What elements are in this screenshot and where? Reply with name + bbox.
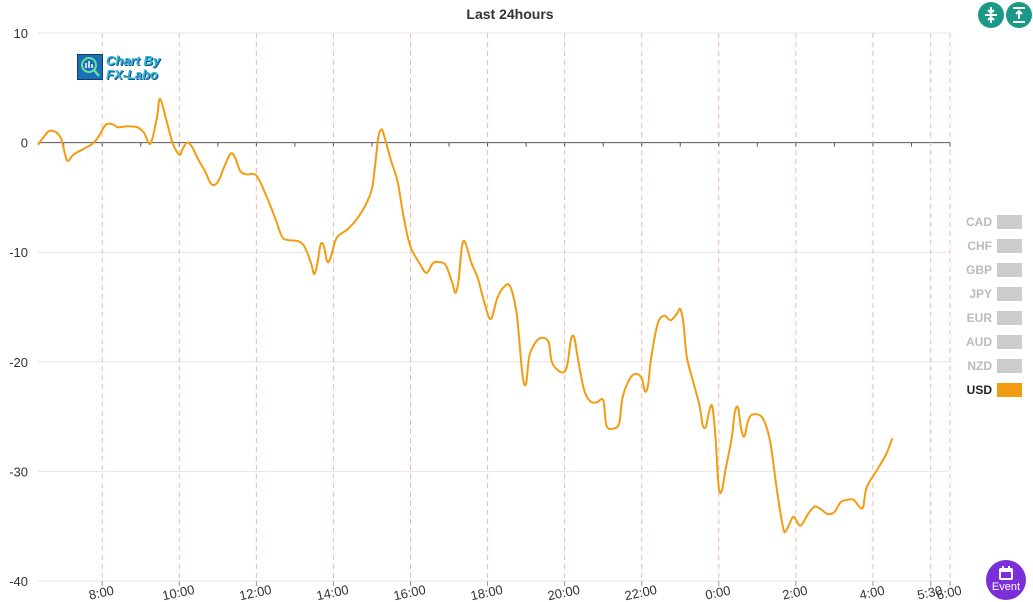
x-tick-label: 16:00 <box>392 582 427 602</box>
x-tick-label: 6:00 <box>935 583 963 602</box>
legend-label: USD <box>967 383 993 397</box>
compress-vertical-button[interactable] <box>978 2 1004 28</box>
series-layer <box>37 97 894 534</box>
legend-label: JPY <box>969 287 992 301</box>
legend-label: CHF <box>967 239 992 253</box>
logo-line-2: FX-Labo <box>106 67 158 82</box>
legend-swatch <box>997 263 1022 277</box>
event-button-label: Event <box>991 581 1021 593</box>
chart-title: Last 24hours <box>466 6 553 22</box>
grid <box>38 32 951 582</box>
legend-label: NZD <box>967 359 992 373</box>
y-tick-label: -30 <box>9 464 28 479</box>
calendar-icon <box>999 566 1013 580</box>
legend-swatch <box>997 311 1022 325</box>
x-tick-label: 10:00 <box>161 582 196 602</box>
legend-item-cad[interactable]: CAD <box>966 215 1022 229</box>
chart-magnifier-icon <box>77 54 103 80</box>
legend-item-chf[interactable]: CHF <box>967 239 1022 253</box>
legend-item-usd[interactable]: USD <box>967 383 1022 397</box>
x-tick-label: 20:00 <box>546 582 581 602</box>
x-tick-label: 0:00 <box>704 583 732 602</box>
x-tick-label: 4:00 <box>858 583 886 602</box>
y-tick-label: 10 <box>14 26 28 41</box>
legend-item-nzd[interactable]: NZD <box>967 359 1022 373</box>
legend-item-jpy[interactable]: JPY <box>969 287 1022 301</box>
legend-swatch <box>997 287 1022 301</box>
legend-swatch <box>997 215 1022 229</box>
x-tick-label: 8:00 <box>87 583 115 602</box>
y-tick-label: -20 <box>9 355 28 370</box>
y-tick-label: 0 <box>21 136 28 151</box>
x-tick-label: 12:00 <box>238 582 273 602</box>
y-tick-label: -10 <box>9 245 28 260</box>
legend-label: CAD <box>966 215 992 229</box>
x-tick-label: 5:30 <box>916 583 944 602</box>
legend-item-aud[interactable]: AUD <box>966 335 1022 349</box>
axes: 10 0 -10 -20 -30 -40 8:00 10:00 12:00 14:00 16:00 1… <box>9 26 963 602</box>
legend-swatch <box>997 383 1022 397</box>
x-tick-label: 2:00 <box>781 583 809 602</box>
compress-vertical-icon <box>985 7 997 23</box>
legend-swatch <box>997 239 1022 253</box>
y-tick-label: -40 <box>9 574 28 589</box>
legend-label: GBP <box>966 263 992 277</box>
x-tick-label: 14:00 <box>315 582 350 602</box>
legend-item-gbp[interactable]: GBP <box>966 263 1022 277</box>
legend-swatch <box>997 359 1022 373</box>
logo-line-1: Chart By <box>106 53 161 68</box>
legend-swatch <box>997 335 1022 349</box>
series-line-usd <box>37 97 894 534</box>
x-tick-label: 22:00 <box>623 582 658 602</box>
legend-label: EUR <box>967 311 993 325</box>
event-button[interactable]: Event <box>986 560 1026 600</box>
align-top-icon <box>1013 7 1025 23</box>
fx-labo-logo: Chart By FX-Labo <box>77 53 177 83</box>
legend-item-eur[interactable]: EUR <box>967 311 1022 325</box>
x-tick-label: 18:00 <box>469 582 504 602</box>
legend-label: AUD <box>966 335 992 349</box>
align-top-button[interactable] <box>1006 2 1032 28</box>
legend: CAD CHF GBP JPY EUR AUD NZD USD <box>966 215 1022 397</box>
